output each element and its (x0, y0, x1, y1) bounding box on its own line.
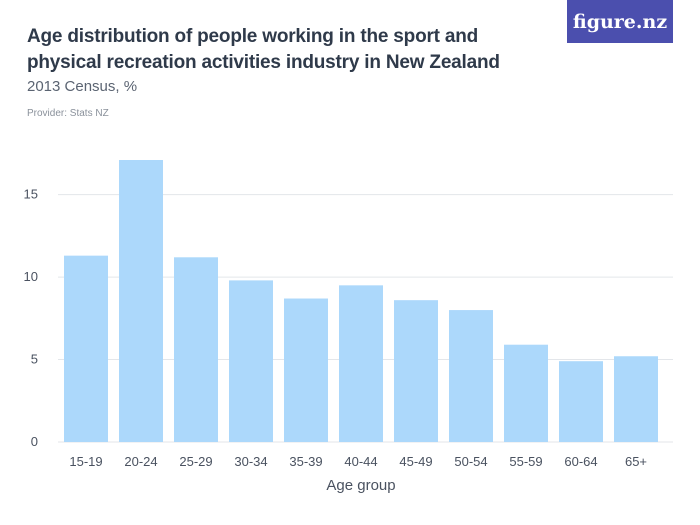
bar-30-34[interactable] (229, 280, 273, 442)
x-axis-title: Age group (326, 477, 395, 494)
chart-title: Age distribution of people working in th… (27, 26, 500, 73)
y-tick-label: 0 (31, 434, 38, 449)
x-tick-label: 60-64 (564, 454, 597, 469)
logo-text: figure.nz (572, 10, 668, 33)
x-tick-label: 45-49 (399, 454, 432, 469)
bar-65+[interactable] (614, 356, 658, 442)
x-tick-label: 55-59 (509, 454, 542, 469)
y-tick-label: 15 (24, 187, 38, 202)
bars (64, 160, 658, 442)
chart-subtitle: 2013 Census, % (27, 78, 138, 95)
bar-45-49[interactable] (394, 300, 438, 442)
bar-55-59[interactable] (504, 344, 548, 442)
bar-20-24[interactable] (119, 160, 163, 442)
provider-note: Provider: Stats NZ (27, 108, 109, 119)
y-tick-label: 10 (24, 269, 38, 284)
x-tick-label: 65+ (625, 454, 647, 469)
y-tick-label: 5 (31, 352, 38, 367)
bar-60-64[interactable] (559, 361, 603, 442)
x-tick-label: 25-29 (179, 454, 212, 469)
x-tick-label: 15-19 (69, 454, 102, 469)
bar-25-29[interactable] (174, 257, 218, 442)
figure-nz-logo[interactable]: figure.nz (567, 0, 673, 43)
x-tick-label: 30-34 (234, 454, 267, 469)
bar-40-44[interactable] (339, 285, 383, 442)
x-tick-label: 40-44 (344, 454, 377, 469)
bar-50-54[interactable] (449, 310, 493, 442)
x-axis-ticks: 15-19 20-24 25-29 30-34 35-39 40-44 45-49 50-54… (69, 454, 647, 469)
bar-35-39[interactable] (284, 298, 328, 442)
y-axis-ticks: 0 5 10 15 (24, 187, 38, 449)
x-tick-label: 35-39 (289, 454, 322, 469)
bar-15-19[interactable] (64, 255, 108, 442)
x-tick-label: 20-24 (124, 454, 157, 469)
x-tick-label: 50-54 (454, 454, 487, 469)
